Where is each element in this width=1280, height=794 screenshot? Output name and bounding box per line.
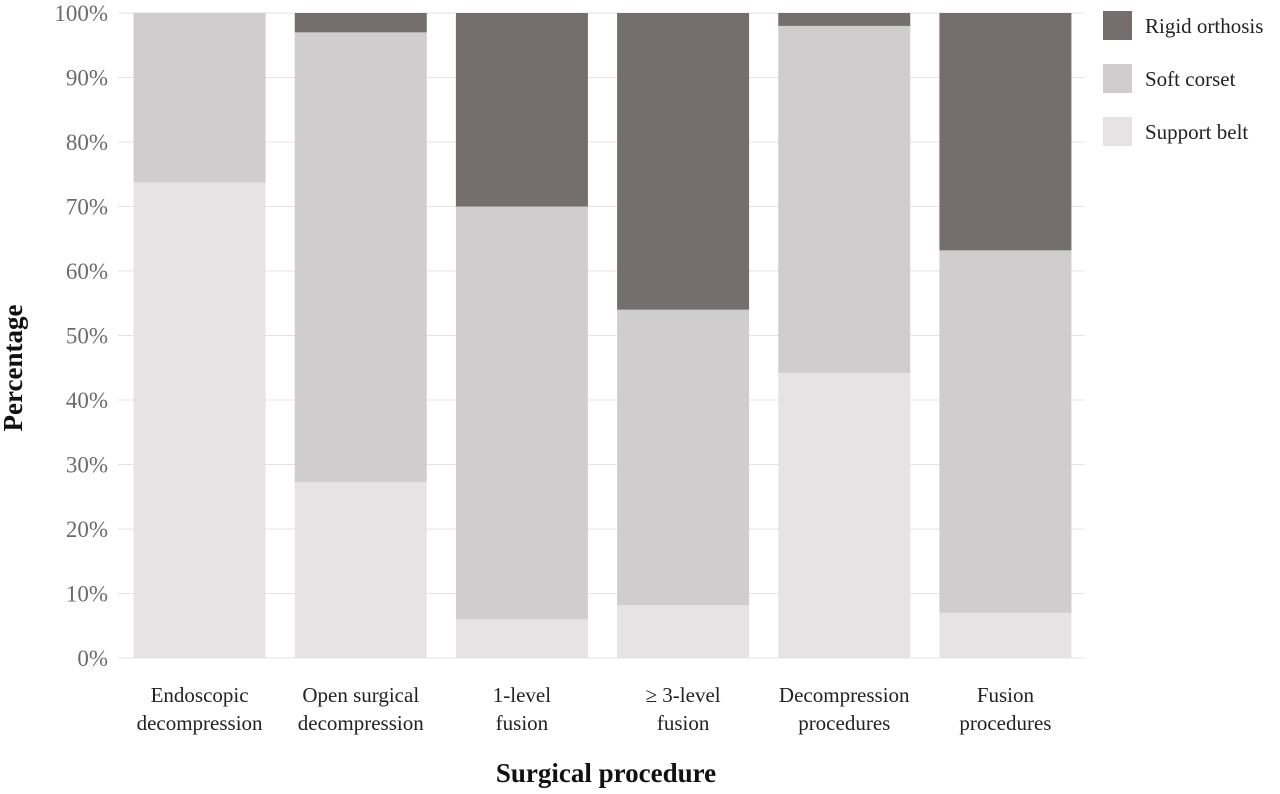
x-axis-categories: Endoscopic decompression Open surgical deco… xyxy=(137,683,1052,735)
bar-segment-rigid-orthosis xyxy=(294,13,427,33)
y-tick-label: 60% xyxy=(66,259,108,284)
bar-segment-support-belt xyxy=(617,605,750,658)
x-category-label: Endoscopic decompression xyxy=(137,683,263,735)
y-tick-label: 40% xyxy=(66,388,108,413)
bar-segment-soft-corset xyxy=(455,206,588,620)
gridlines xyxy=(118,12,1085,659)
bar-segment-rigid-orthosis xyxy=(617,13,750,310)
x-axis-title: Surgical procedure xyxy=(496,758,716,788)
bar-segment-rigid-orthosis xyxy=(939,13,1072,251)
y-tick-label: 70% xyxy=(66,195,108,220)
x-category-label: Decompression procedures xyxy=(779,683,910,735)
legend-label: Support belt xyxy=(1145,120,1248,144)
bar-segment-support-belt xyxy=(778,372,911,658)
bar-segment-support-belt xyxy=(133,182,266,658)
y-tick-label: 0% xyxy=(77,646,108,671)
legend-swatch xyxy=(1103,64,1132,93)
bars xyxy=(133,13,1072,658)
y-tick-label: 90% xyxy=(66,66,108,91)
legend-label: Soft corset xyxy=(1145,67,1236,91)
bar-segment-soft-corset xyxy=(617,309,750,606)
y-tick-label: 10% xyxy=(66,582,108,607)
bar-segment-support-belt xyxy=(294,481,427,658)
bar-segment-soft-corset xyxy=(778,25,911,373)
y-tick-label: 20% xyxy=(66,517,108,542)
y-tick-label: 100% xyxy=(54,1,108,26)
legend-label: Rigid orthosis xyxy=(1145,14,1263,38)
y-tick-label: 80% xyxy=(66,130,108,155)
y-tick-label: 30% xyxy=(66,453,108,478)
bar-segment-rigid-orthosis xyxy=(455,13,588,207)
x-category-label: ≥ 3-level fusion xyxy=(646,683,721,735)
legend-swatch xyxy=(1103,11,1132,40)
legend: Rigid orthosis Soft corset Support belt xyxy=(1103,11,1263,146)
x-category-label: Open surgical decompression xyxy=(298,683,424,735)
y-tick-label: 50% xyxy=(66,324,108,349)
bar-segment-support-belt xyxy=(939,612,1072,658)
x-category-label: Fusion procedures xyxy=(959,683,1051,735)
x-category-label: 1-level fusion xyxy=(493,683,551,735)
legend-swatch xyxy=(1103,117,1132,146)
bar-segment-soft-corset xyxy=(133,13,266,183)
bar-segment-support-belt xyxy=(455,619,588,658)
y-axis-title: Percentage xyxy=(0,305,28,432)
bar-segment-soft-corset xyxy=(294,32,427,482)
y-axis-ticks: 0% 10% 20% 30% 40% 50% 60% 70% 80% 90% 100% xyxy=(54,1,108,671)
bar-segment-soft-corset xyxy=(939,250,1072,613)
bar-segment-rigid-orthosis xyxy=(778,13,911,26)
